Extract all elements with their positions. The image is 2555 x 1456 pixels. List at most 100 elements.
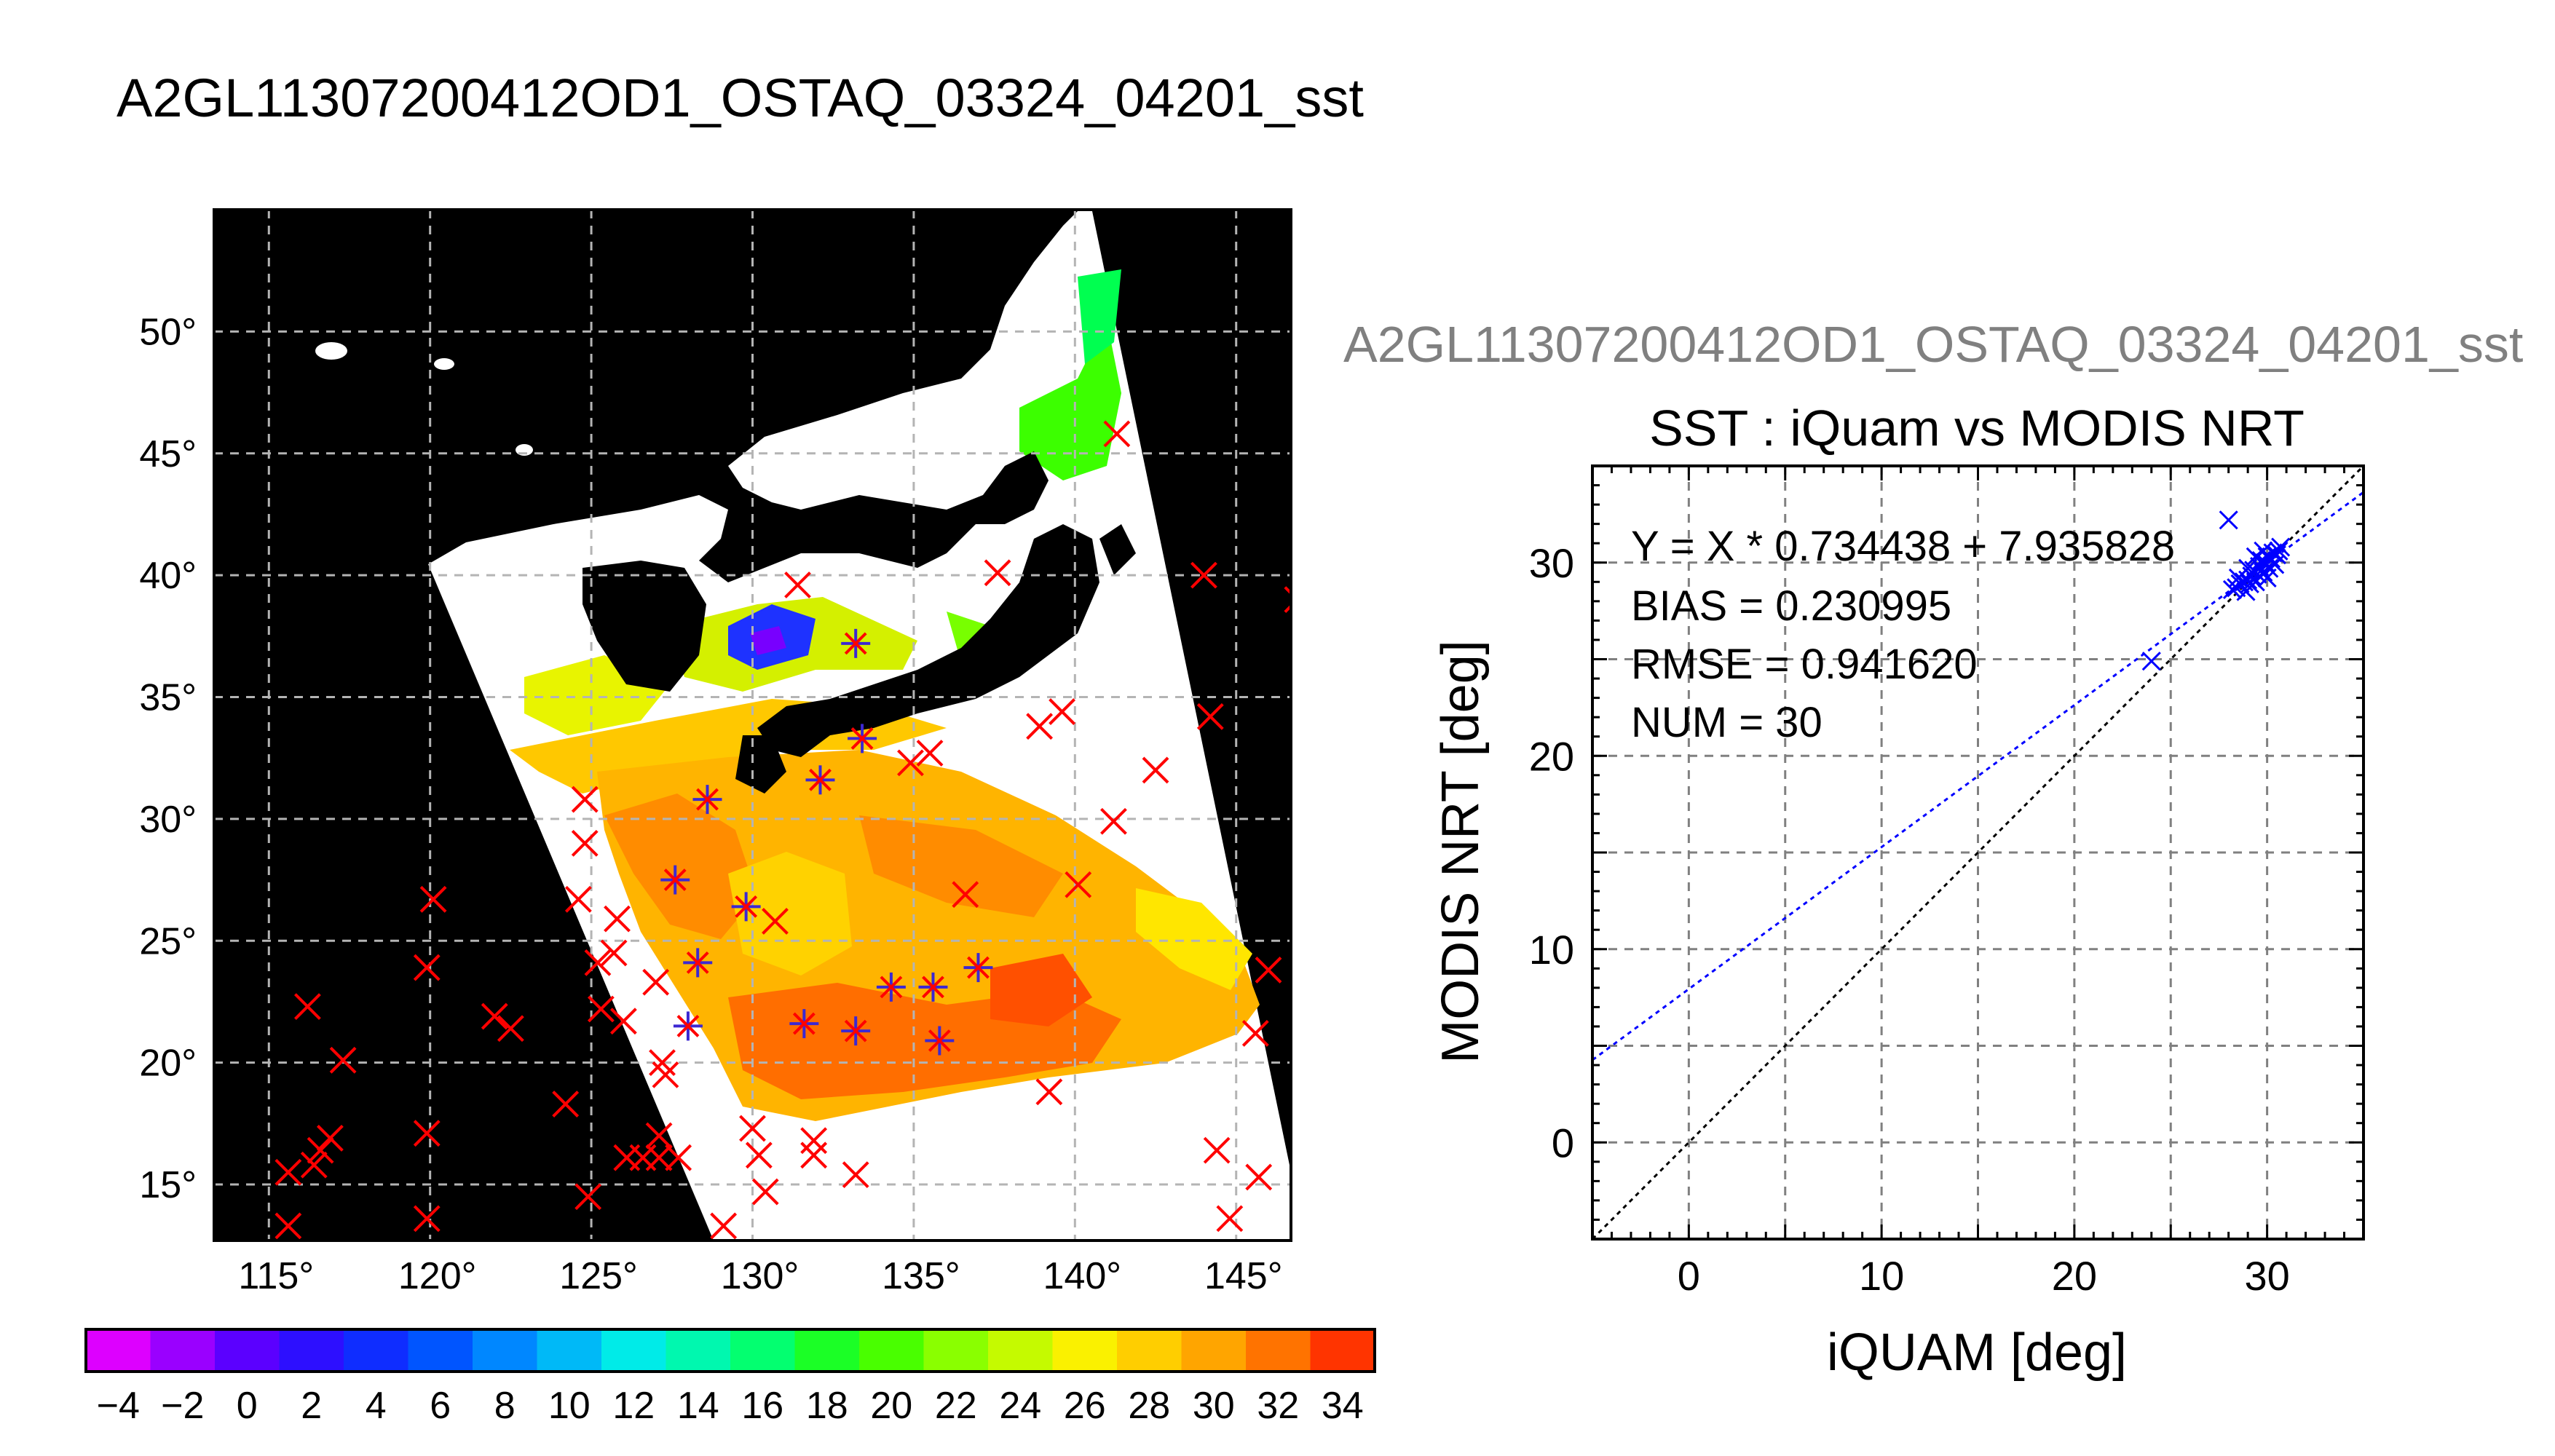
red-cross-marker bbox=[609, 1008, 637, 1035]
scatter-point bbox=[2228, 568, 2248, 588]
red-cross-marker bbox=[1241, 1020, 1269, 1047]
latitude-label: 50° bbox=[139, 311, 197, 353]
x-tick-label: 20 bbox=[2052, 1253, 2097, 1299]
scatter-point bbox=[2141, 652, 2161, 671]
red-cross-marker bbox=[604, 905, 631, 933]
red-cross-marker bbox=[739, 1115, 766, 1142]
red-cross-marker bbox=[329, 1046, 357, 1074]
colorbar-tick-label: 10 bbox=[548, 1385, 591, 1427]
red-cross-marker bbox=[1026, 713, 1054, 740]
red-cross-marker bbox=[1065, 871, 1092, 898]
y-tick-label: 20 bbox=[1529, 733, 1574, 779]
scatter-point bbox=[2219, 510, 2238, 530]
latitude-labels: 50° 45° 40° 35° 30° 25° 20° 15° bbox=[139, 311, 197, 1206]
red-cross-marker bbox=[665, 1144, 692, 1171]
colorbar-cell bbox=[1181, 1329, 1247, 1372]
colorbar-cell bbox=[150, 1329, 216, 1372]
red-cross-marker bbox=[751, 1178, 779, 1206]
colorbar-tick-label: 8 bbox=[494, 1385, 516, 1427]
longitude-label: 115° bbox=[238, 1255, 314, 1297]
y-tick-labels: 0 10 20 30 bbox=[1529, 540, 1574, 1166]
colorbar: −4 −2 0 2 4 6 8 10 12 14 16 18 20 22 24 26 28 30 32 34 bbox=[84, 1328, 1376, 1427]
latitude-label: 30° bbox=[139, 799, 197, 841]
red-cross-marker bbox=[1142, 756, 1169, 784]
colorbar-tick-label: 34 bbox=[1322, 1385, 1364, 1427]
colorbar-cell bbox=[473, 1329, 538, 1372]
colorbar-cells bbox=[86, 1329, 1375, 1372]
chart-title: SST : iQuam vs MODIS NRT bbox=[1649, 400, 2305, 456]
red-cross-marker bbox=[1216, 1205, 1244, 1233]
red-cross-marker bbox=[1035, 1078, 1063, 1106]
colorbar-cell bbox=[1117, 1329, 1182, 1372]
colorbar-cell bbox=[1246, 1329, 1311, 1372]
y-tick-label: 30 bbox=[1529, 540, 1574, 586]
red-cross-marker bbox=[497, 1015, 524, 1042]
annotation-fit-equation: Y = X * 0.734438 + 7.935828 bbox=[1631, 523, 2175, 570]
colorbar-tick-label: 28 bbox=[1128, 1385, 1170, 1427]
colorbar-cell bbox=[601, 1329, 667, 1372]
annotation-rmse: RMSE = 0.941620 bbox=[1631, 641, 1978, 688]
red-cross-marker bbox=[800, 1142, 828, 1169]
red-cross-marker bbox=[1245, 1163, 1273, 1191]
red-cross-marker bbox=[710, 1212, 738, 1240]
latitude-label: 35° bbox=[139, 677, 197, 719]
longitude-label: 145° bbox=[1204, 1255, 1283, 1297]
red-cross-marker bbox=[1103, 420, 1131, 448]
red-cross-marker bbox=[571, 829, 599, 857]
land-patches bbox=[315, 342, 865, 473]
sst-map bbox=[213, 208, 1292, 1242]
colorbar-tick-label: 22 bbox=[935, 1385, 977, 1427]
red-cross-marker bbox=[600, 939, 628, 967]
longitude-label: 120° bbox=[398, 1255, 477, 1297]
scatter-points bbox=[2141, 510, 2291, 671]
y-axis-label: MODIS NRT [deg] bbox=[1431, 640, 1490, 1064]
colorbar-tick-label: 26 bbox=[1064, 1385, 1106, 1427]
blue-star-marker bbox=[963, 953, 993, 983]
red-cross-marker bbox=[745, 1142, 773, 1169]
scatter-point bbox=[2236, 582, 2256, 601]
scatter-point bbox=[2269, 541, 2289, 561]
colorbar-cell bbox=[1310, 1329, 1375, 1372]
scatter-point bbox=[2254, 541, 2273, 561]
red-cross-marker bbox=[574, 1183, 602, 1211]
red-cross-marker bbox=[413, 1120, 441, 1147]
latitude-label: 25° bbox=[139, 920, 197, 962]
colorbar-tick-label: 18 bbox=[806, 1385, 848, 1427]
blue-star-marker bbox=[841, 628, 871, 658]
scatter-point bbox=[2271, 537, 2291, 557]
blue-star-marker bbox=[673, 1011, 703, 1041]
scatter-point bbox=[2246, 547, 2265, 566]
colorbar-tick-label: 24 bbox=[999, 1385, 1041, 1427]
scatter-header: A2GL11307200412OD1_OSTAQ_03324_04201_sst bbox=[1343, 316, 2523, 373]
red-cross-marker bbox=[419, 885, 447, 913]
red-cross-marker bbox=[642, 968, 670, 996]
x-tick-label: 0 bbox=[1678, 1253, 1700, 1299]
colorbar-tick-label: 12 bbox=[612, 1385, 655, 1427]
colorbar-cell bbox=[408, 1329, 473, 1372]
colorbar-cell bbox=[988, 1329, 1054, 1372]
colorbar-tick-label: 2 bbox=[301, 1385, 322, 1427]
red-cross-marker bbox=[842, 1161, 869, 1189]
colorbar-cell bbox=[794, 1329, 860, 1372]
red-cross-marker bbox=[584, 949, 612, 976]
map-red-crosses bbox=[275, 420, 1291, 1240]
blue-star-marker bbox=[925, 1026, 955, 1056]
red-cross-marker bbox=[571, 786, 599, 813]
colorbar-frame bbox=[84, 1328, 1376, 1373]
red-cross-marker bbox=[762, 908, 789, 935]
red-cross-marker bbox=[1196, 703, 1224, 730]
x-tick-label: 10 bbox=[1859, 1253, 1904, 1299]
latitude-label: 45° bbox=[139, 433, 197, 475]
red-cross-marker bbox=[275, 1212, 302, 1240]
blue-star-marker bbox=[848, 724, 877, 753]
red-cross-marker bbox=[413, 954, 441, 981]
colorbar-cell bbox=[923, 1329, 989, 1372]
red-cross-marker bbox=[897, 749, 924, 777]
blue-star-marker bbox=[683, 948, 713, 978]
red-cross-marker bbox=[652, 1061, 679, 1088]
colorbar-cell bbox=[215, 1329, 280, 1372]
colorbar-tick-label: 20 bbox=[870, 1385, 912, 1427]
red-cross-marker bbox=[1203, 1136, 1231, 1164]
colorbar-tick-label: −4 bbox=[97, 1385, 140, 1427]
blue-star-marker bbox=[789, 1009, 819, 1039]
